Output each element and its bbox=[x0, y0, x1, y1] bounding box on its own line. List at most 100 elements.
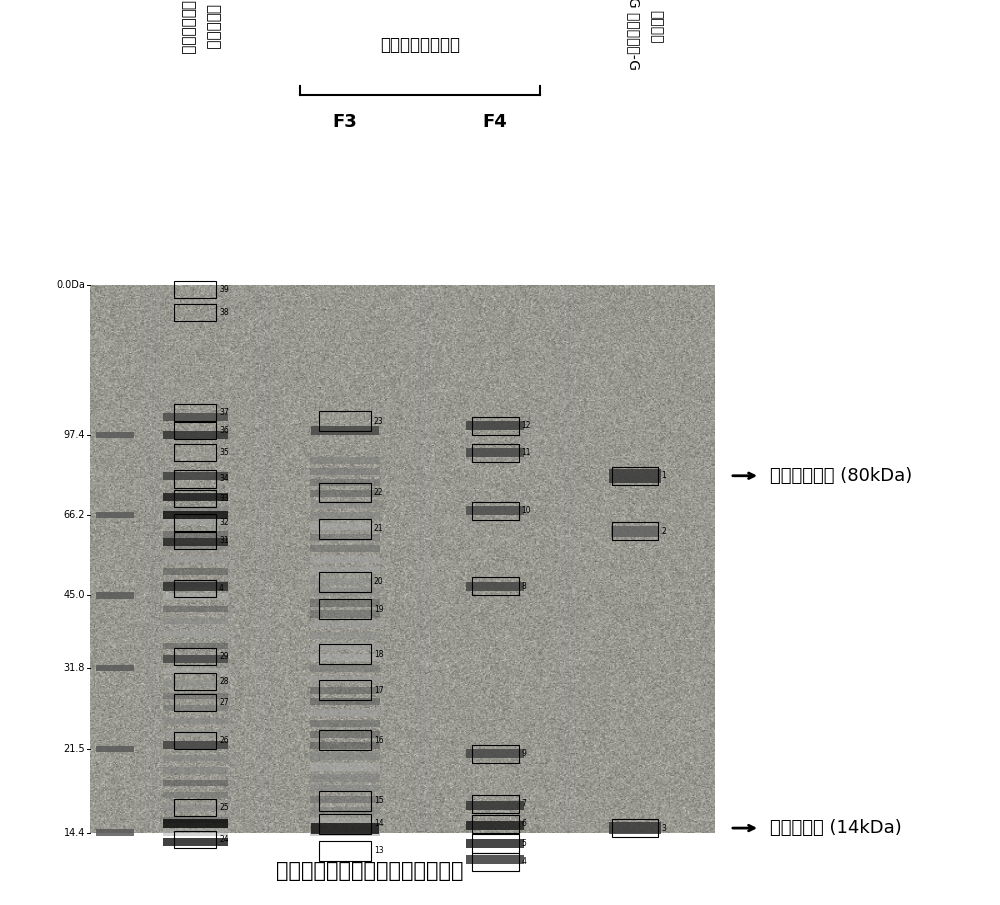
Bar bbox=[310, 654, 380, 662]
Text: 33: 33 bbox=[219, 494, 229, 503]
Bar bbox=[174, 444, 216, 462]
Bar bbox=[310, 730, 380, 738]
Bar bbox=[162, 829, 228, 836]
Text: 4: 4 bbox=[522, 857, 526, 866]
Text: 14.4: 14.4 bbox=[64, 827, 85, 838]
Bar bbox=[174, 303, 216, 320]
Bar bbox=[174, 422, 216, 439]
Text: 22: 22 bbox=[374, 488, 384, 497]
Bar bbox=[162, 413, 228, 421]
Bar bbox=[310, 687, 380, 694]
Text: 27: 27 bbox=[219, 698, 229, 707]
Bar bbox=[162, 654, 228, 662]
Text: 凝胶过滤分级制剂: 凝胶过滤分级制剂 bbox=[380, 36, 460, 54]
Bar bbox=[310, 567, 380, 574]
Bar bbox=[162, 817, 228, 824]
Bar bbox=[174, 404, 216, 421]
Bar bbox=[162, 431, 228, 439]
Bar bbox=[319, 730, 371, 750]
Bar bbox=[612, 819, 658, 837]
Bar bbox=[310, 479, 380, 486]
Text: 人类乳铁蛋白 (80kDa): 人类乳铁蛋白 (80kDa) bbox=[770, 467, 912, 485]
Bar bbox=[472, 416, 518, 434]
Bar bbox=[472, 745, 518, 763]
Bar bbox=[310, 599, 380, 606]
Bar bbox=[162, 718, 228, 724]
Bar bbox=[611, 526, 659, 538]
Bar bbox=[319, 791, 371, 811]
Bar bbox=[310, 512, 380, 519]
Bar bbox=[466, 749, 524, 758]
Text: 2: 2 bbox=[661, 527, 666, 536]
Bar bbox=[162, 581, 228, 587]
Bar bbox=[310, 643, 380, 651]
Bar bbox=[612, 522, 658, 540]
Bar bbox=[319, 411, 371, 431]
Text: 13: 13 bbox=[374, 846, 384, 855]
Bar bbox=[162, 493, 228, 501]
Bar bbox=[162, 643, 228, 650]
Text: 人类溶菌酶 (14kDa): 人类溶菌酶 (14kDa) bbox=[770, 819, 902, 837]
Bar bbox=[466, 855, 524, 864]
Bar bbox=[162, 605, 228, 612]
Text: 3: 3 bbox=[661, 824, 666, 833]
Text: 45.0: 45.0 bbox=[63, 590, 85, 601]
Bar bbox=[162, 538, 228, 547]
Text: 25: 25 bbox=[219, 803, 229, 812]
Bar bbox=[174, 281, 216, 298]
Text: 5: 5 bbox=[522, 839, 526, 848]
Text: 36: 36 bbox=[219, 425, 229, 434]
Bar bbox=[472, 795, 518, 813]
Bar bbox=[174, 693, 216, 710]
Bar bbox=[174, 532, 216, 549]
Text: 8: 8 bbox=[522, 582, 526, 591]
Bar bbox=[466, 506, 524, 515]
Text: 31.8: 31.8 bbox=[64, 662, 85, 672]
Bar bbox=[174, 831, 216, 849]
Bar bbox=[174, 514, 216, 531]
Text: 66.2: 66.2 bbox=[63, 510, 85, 520]
Text: 15: 15 bbox=[374, 796, 384, 805]
Bar bbox=[310, 556, 380, 563]
Bar bbox=[310, 523, 380, 530]
Bar bbox=[162, 767, 228, 774]
Bar bbox=[310, 665, 380, 672]
Bar bbox=[466, 421, 524, 430]
Bar bbox=[310, 588, 380, 595]
Bar bbox=[162, 618, 228, 624]
Bar bbox=[174, 672, 216, 690]
Text: 0.0Da: 0.0Da bbox=[56, 280, 85, 291]
Bar bbox=[319, 644, 371, 664]
Bar bbox=[162, 681, 228, 687]
Bar bbox=[310, 468, 380, 475]
Text: 9: 9 bbox=[522, 749, 526, 758]
Text: 18: 18 bbox=[374, 650, 384, 659]
Bar bbox=[162, 792, 228, 798]
Bar bbox=[466, 582, 524, 591]
Text: 34: 34 bbox=[219, 474, 229, 483]
Bar bbox=[96, 746, 134, 752]
Bar bbox=[311, 823, 379, 834]
Bar bbox=[310, 719, 380, 727]
Bar bbox=[162, 568, 228, 575]
Bar bbox=[310, 818, 380, 825]
Text: 4: 4 bbox=[219, 584, 224, 593]
Bar bbox=[96, 664, 134, 671]
Bar bbox=[174, 731, 216, 748]
Bar bbox=[310, 621, 380, 628]
Bar bbox=[319, 599, 371, 619]
Bar bbox=[472, 577, 518, 595]
Text: 97.4: 97.4 bbox=[63, 430, 85, 440]
Bar bbox=[311, 425, 379, 434]
Bar bbox=[472, 853, 518, 871]
Text: F4: F4 bbox=[483, 113, 507, 131]
Bar bbox=[310, 752, 380, 759]
Bar bbox=[319, 814, 371, 834]
Text: 21.5: 21.5 bbox=[63, 744, 85, 754]
Text: 6: 6 bbox=[522, 819, 526, 828]
Text: 32: 32 bbox=[219, 518, 229, 527]
Bar bbox=[310, 577, 380, 585]
Bar bbox=[162, 519, 228, 525]
Bar bbox=[310, 501, 380, 509]
Text: 16: 16 bbox=[374, 736, 384, 745]
